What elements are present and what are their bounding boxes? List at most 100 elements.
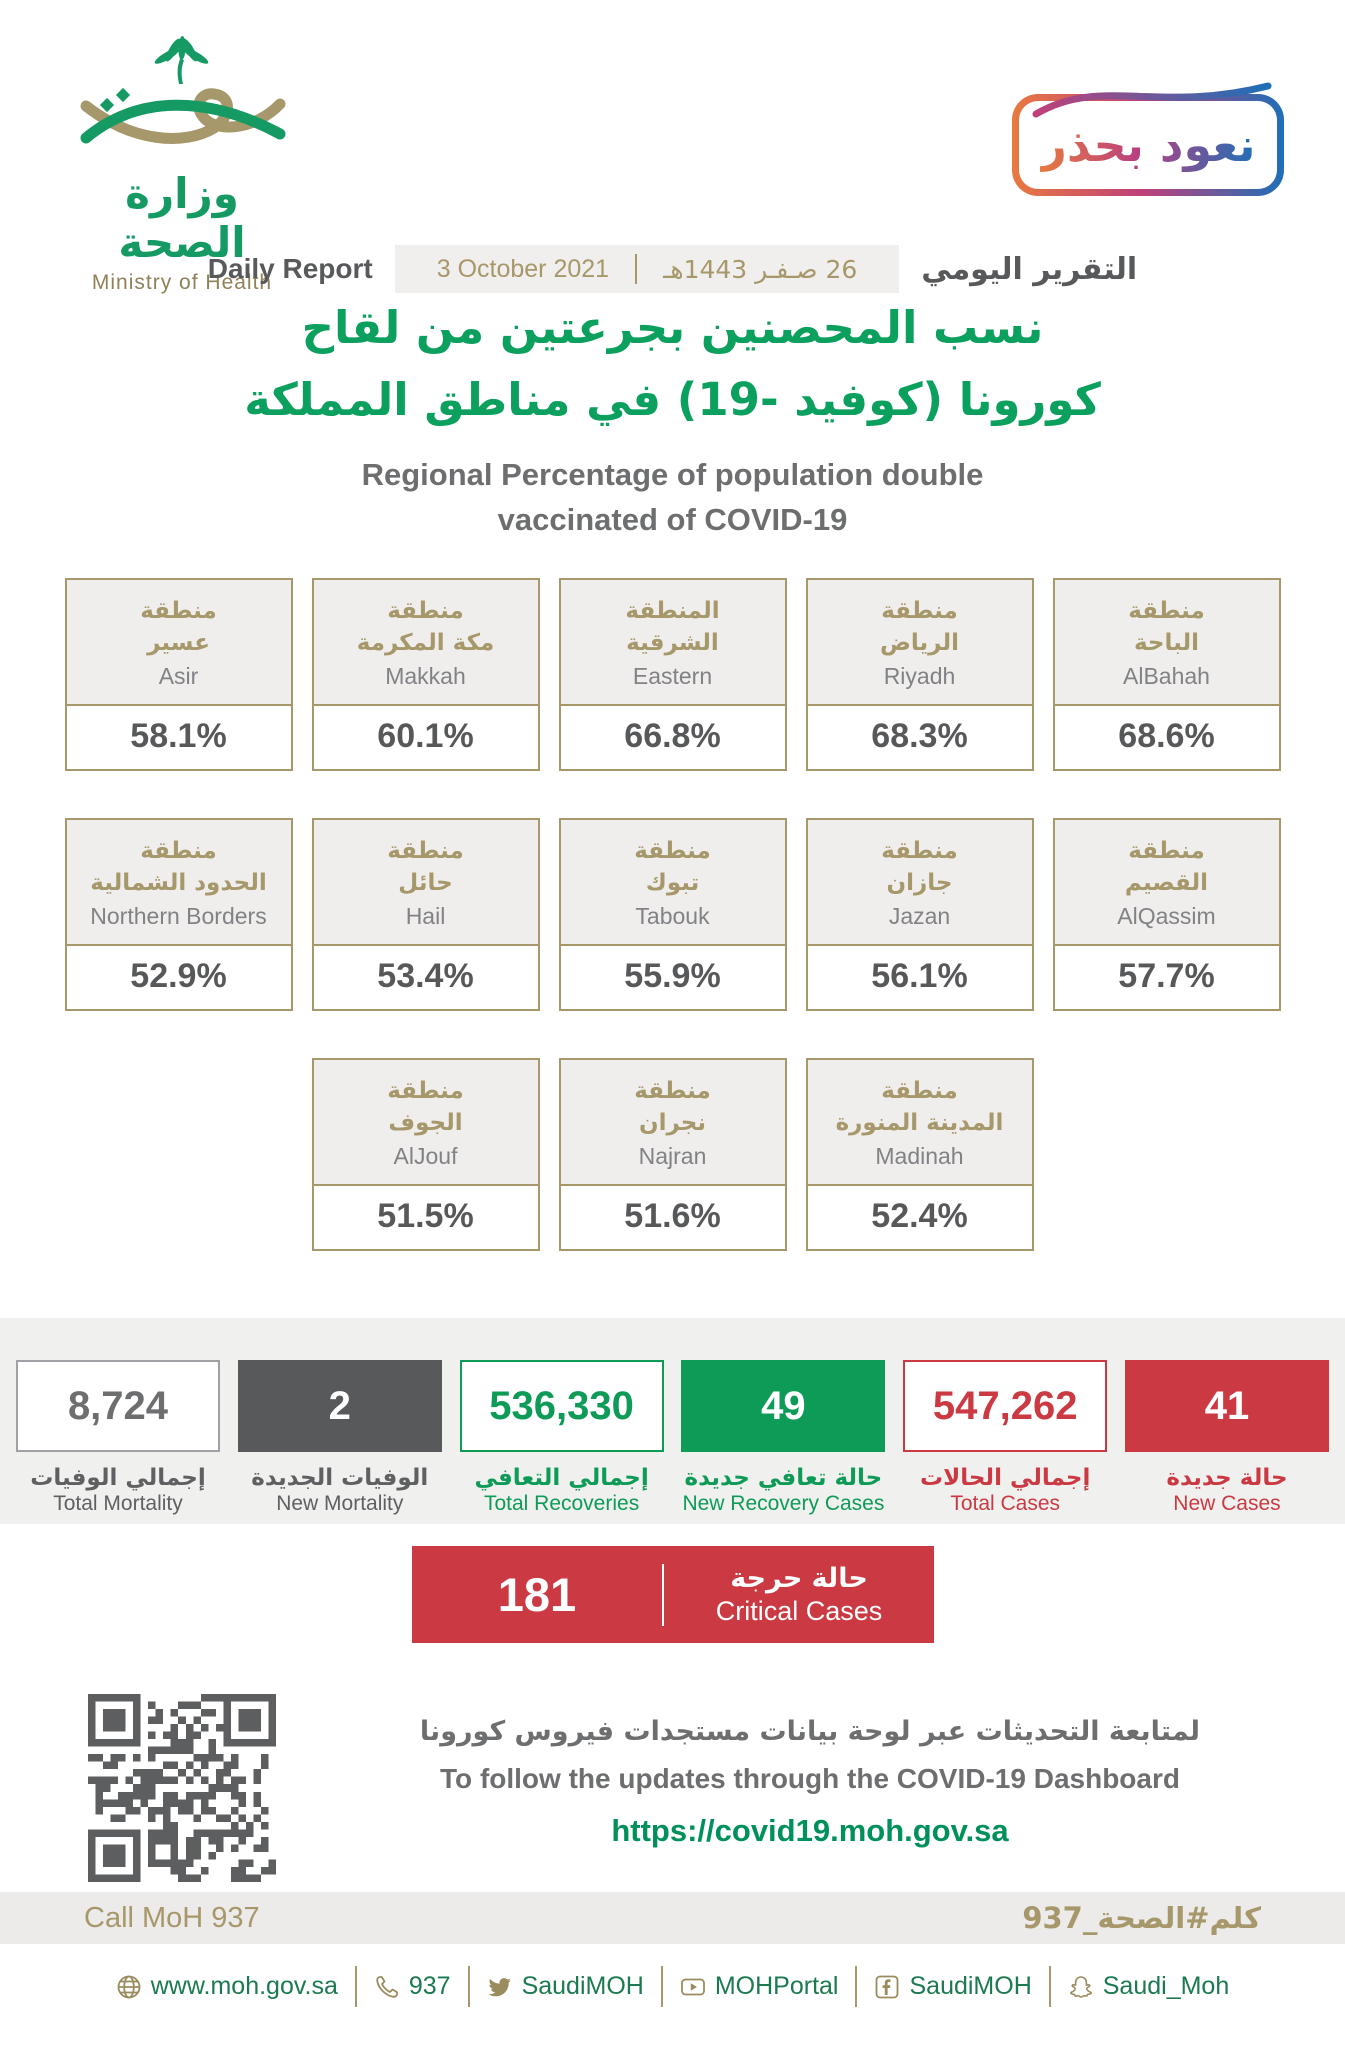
badge-swoosh-icon — [1032, 82, 1272, 118]
region-name-ar: منطقة — [634, 1078, 711, 1104]
region-card-makkah: منطقة مكة المكرمة Makkah 60.1% — [311, 578, 540, 771]
call-moh-hashtag: كلم#الصحة_937 — [1022, 1901, 1261, 1935]
region-name-ar: منطقة — [634, 838, 711, 864]
date-separator — [635, 254, 638, 284]
page-title-english-line1: Regional Percentage of population double — [361, 457, 984, 492]
region-name-ar: الباحة — [1133, 630, 1200, 656]
region-card-albahah: منطقة الباحة AlBahah 68.6% — [1052, 578, 1281, 771]
report-date-box: 3 October 2021 26 صـفـر 1443هـ — [394, 245, 900, 293]
social-link-label: SaudiMOH — [521, 1972, 644, 2000]
stat-label-ar: الوفيات الجديدة — [251, 1465, 429, 1491]
region-card-hail: منطقة حائل Hail 53.4% — [311, 818, 540, 1011]
moh-logo-icon — [80, 36, 286, 144]
critical-separator — [662, 1563, 664, 1626]
region-percentage: 51.6% — [624, 1197, 721, 1235]
report-date-row: Daily Report 3 October 2021 26 صـفـر 144… — [0, 244, 1345, 294]
social-link-snapchat[interactable]: Saudi_Moh — [1051, 1966, 1246, 2007]
region-name-en: Hail — [405, 903, 446, 929]
stat-value-box: 8,724 — [16, 1360, 220, 1452]
social-link-phone[interactable]: 937 — [357, 1966, 470, 2007]
badge-inner: نعود بحذر — [1019, 101, 1277, 189]
region-name-en: AlJouf — [393, 1143, 458, 1169]
qr-code — [88, 1694, 276, 1882]
stat-new-recovery-cases: 49 حالة تعافي جديدة New Recovery Cases — [681, 1318, 886, 1524]
region-name-ar: المدينة المنورة — [835, 1110, 1004, 1136]
region-name-ar: الجوف — [388, 1110, 463, 1136]
region-name-ar: حائل — [398, 870, 453, 896]
region-name-ar: منطقة — [881, 1078, 958, 1104]
region-name-ar: عسير — [147, 630, 210, 656]
qr-code-icon — [88, 1694, 276, 1882]
stat-label-en: Total Mortality — [53, 1492, 183, 1515]
region-percentage: 52.9% — [130, 957, 227, 995]
region-name-en: Eastern — [632, 663, 713, 689]
date-hijri: 26 صـفـر 1443هـ — [663, 254, 858, 284]
social-link-website[interactable]: www.moh.gov.sa — [99, 1966, 357, 2007]
social-link-twitter[interactable]: SaudiMOH — [470, 1966, 663, 2007]
region-percentage: 57.7% — [1118, 957, 1215, 995]
globe-icon — [117, 1975, 141, 1998]
region-name-en: Riyadh — [883, 663, 956, 689]
badge-label: نعود بحذر — [1040, 118, 1256, 172]
social-link-label: MOHPortal — [714, 1972, 839, 2000]
region-percentage: 51.5% — [377, 1197, 474, 1235]
call-moh-bar: Call MoH 937 كلم#الصحة_937 — [0, 1892, 1345, 1944]
region-card-riyadh: منطقة الرياض Riyadh 68.3% — [805, 578, 1034, 771]
region-card-asir: منطقة عسير Asir 58.1% — [64, 578, 293, 771]
region-name-ar: الحدود الشمالية — [90, 870, 267, 896]
region-name-en: Jazan — [888, 903, 951, 929]
region-name-ar: نجران — [638, 1110, 707, 1136]
dashboard-url-link[interactable]: https://covid19.moh.gov.sa — [611, 1813, 1009, 1848]
social-link-label: Saudi_Moh — [1102, 1972, 1230, 2000]
region-name-en: Najran — [638, 1143, 707, 1169]
stat-label-ar: إجمالي الحالات — [919, 1465, 1091, 1491]
region-percentage: 56.1% — [871, 957, 968, 995]
region-name-ar: منطقة — [387, 838, 464, 864]
twitter-icon — [487, 1977, 511, 1996]
region-name-ar: مكة المكرمة — [356, 630, 495, 656]
return-with-caution-badge: نعود بحذر — [1012, 82, 1284, 196]
social-link-label: 937 — [408, 1972, 451, 2000]
dashboard-info: لمتابعة التحديثات عبر لوحة بيانات مستجدا… — [350, 1716, 1270, 1849]
region-name-en: AlQassim — [1117, 903, 1216, 929]
stat-label-en: New Mortality — [276, 1492, 404, 1515]
region-card-alqassim: منطقة القصيم AlQassim 57.7% — [1052, 818, 1281, 1011]
stat-total-mortality: 8,724 إجمالي الوفيات Total Mortality — [16, 1318, 220, 1524]
region-cards-row-1: منطقة عسير Asir 58.1% منطقة مكة المكرمة … — [0, 578, 1345, 771]
region-percentage: 53.4% — [377, 957, 474, 995]
phone-icon — [376, 1975, 398, 1998]
region-name-ar: منطقة — [881, 598, 958, 624]
region-card-tabouk: منطقة تبوك Tabouk 55.9% — [558, 818, 787, 1011]
social-link-facebook[interactable]: SaudiMOH — [857, 1966, 1051, 2007]
social-link-youtube[interactable]: MOHPortal — [663, 1966, 858, 2007]
page-title-arabic-line1: نسب المحصنين بجرعتين من لقاح — [301, 301, 1044, 354]
snapchat-icon — [1069, 1975, 1092, 1998]
daily-report-label-ar: التقرير اليومي — [921, 251, 1138, 287]
page-title-english: Regional Percentage of population double… — [0, 452, 1345, 542]
region-name-ar: جازان — [886, 870, 953, 896]
dashboard-text-ar: لمتابعة التحديثات عبر لوحة بيانات مستجدا… — [419, 1716, 1201, 1747]
stat-label-en: New Recovery Cases — [682, 1492, 885, 1515]
region-card-najran: منطقة نجران Najran 51.6% — [558, 1058, 787, 1251]
region-card-northern-borders: منطقة الحدود الشمالية Northern Borders 5… — [64, 818, 293, 1011]
region-percentage: 52.4% — [871, 1197, 968, 1235]
page-title-english-line2: vaccinated of COVID-19 — [497, 502, 848, 537]
dashboard-text-en: To follow the updates through the COVID-… — [440, 1763, 1180, 1794]
critical-cases-value: 181 — [497, 1568, 577, 1621]
region-percentage: 66.8% — [624, 717, 721, 755]
region-name-en: Tabouk — [635, 903, 710, 929]
critical-cases-label-ar: حالة حرجة — [730, 1562, 868, 1594]
social-links-row: www.moh.gov.sa 937 SaudiMOH MOHPortal — [0, 1966, 1345, 2007]
region-name-ar: منطقة — [881, 838, 958, 864]
summary-stats-band: 8,724 إجمالي الوفيات Total Mortality 2 ا… — [0, 1318, 1345, 1524]
region-percentage: 68.3% — [871, 717, 968, 755]
region-card-eastern: المنطقة الشرقية Eastern 66.8% — [558, 578, 787, 771]
stat-label-ar: إجمالي التعافي — [474, 1465, 649, 1491]
critical-cases-bar: 181 حالة حرجة Critical Cases — [412, 1546, 934, 1643]
page-title-arabic: نسب المحصنين بجرعتين من لقاح كورونا (كوف… — [0, 292, 1345, 436]
stat-total-recoveries: 536,330 إجمالي التعافي Total Recoveries — [459, 1318, 664, 1524]
stat-label-en: Total Cases — [950, 1492, 1061, 1515]
region-name-ar: تبوك — [645, 870, 700, 896]
stat-value-box: 2 — [237, 1360, 442, 1452]
